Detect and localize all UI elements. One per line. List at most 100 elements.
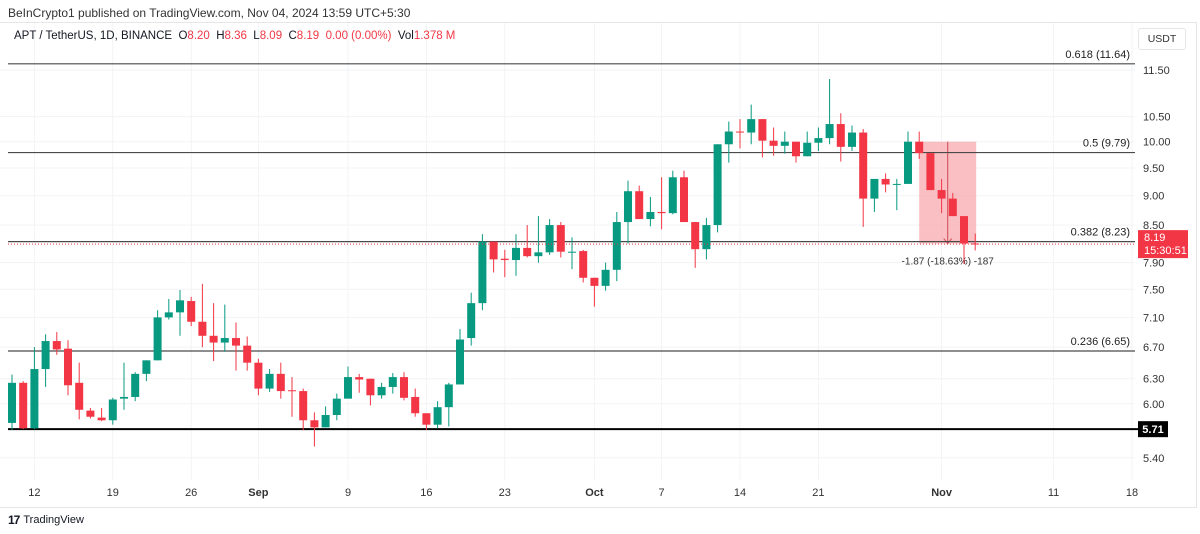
candle-body [904,141,912,184]
support-price-label: 5.71 [1142,424,1163,436]
candle [624,180,632,244]
candle-body [422,413,431,425]
candle [747,104,756,145]
candle [825,79,834,145]
candle-body [299,391,308,421]
candle [254,358,263,396]
candle-body [601,269,610,286]
candle-body [646,211,655,220]
x-tick-label: 19 [107,487,119,499]
candle [478,234,487,311]
candle-body [534,252,543,257]
candle-body [915,141,924,154]
candle [153,310,162,361]
bar-countdown: 15:30:51 [1144,245,1187,257]
candle [310,412,319,447]
candle [904,131,912,184]
y-tick-label: 9.00 [1143,191,1164,203]
candle-body [948,198,957,217]
candle [232,322,240,371]
candle-body [232,338,240,346]
candle-body [702,225,711,250]
candle-body [276,373,285,392]
fib-level-label: 0.618 (11.64) [1065,49,1130,61]
x-tick-label: 14 [734,487,746,499]
candle-body [52,341,61,350]
candle-body [97,417,106,421]
candle-body [243,345,252,363]
candle-body [187,301,196,322]
candle-body [321,414,330,428]
candle [388,373,397,394]
candle [657,177,666,230]
published-line: BeInCrypto1 published on TradingView.com… [8,6,411,20]
candle-body [960,216,968,244]
candle [265,369,274,392]
candle [131,372,140,402]
tradingview-logo[interactable]: 17 TradingView [8,513,84,527]
symbol-legend: APT / TetherUS, 1D, BINANCE O8.20 H8.36 … [14,30,455,42]
candle [814,127,823,152]
candle-body [792,141,800,157]
volume-value: 1.378 M [413,30,456,42]
volume-label: Vol [397,30,414,42]
candle [422,413,431,431]
x-tick-label: Sep [248,487,268,499]
candle-body [803,142,812,157]
candle-body [971,243,980,245]
candle-body [892,183,901,185]
candle-body [467,303,476,339]
candle-body [724,131,733,145]
candle [489,241,498,273]
open-label: O [178,30,188,42]
close-label: C [288,30,297,42]
x-tick-label: 16 [420,487,432,499]
candle-body [489,241,498,260]
candle [411,388,420,417]
x-tick-label: 11 [1048,487,1059,499]
candle-body [388,377,397,387]
candle-body [400,377,408,398]
currency-button[interactable]: USDT [1138,28,1186,50]
candle [467,292,476,346]
y-tick-label: 6.30 [1143,374,1164,386]
y-tick-label: 6.70 [1143,342,1164,354]
last-price-badge [1138,230,1188,259]
candle [635,185,644,220]
y-tick-label: 10.50 [1143,112,1171,124]
candle-body [836,124,845,147]
candle [601,262,610,291]
candle-body [366,378,375,396]
candle [971,233,980,251]
candle [243,336,252,371]
candle-body [41,341,50,370]
position-measure-label: -1.87 (-18.63%) -187 [902,257,995,268]
candle-body [444,384,453,408]
candle [209,303,218,362]
candle-body [736,131,744,133]
close-value: 8.19 [296,30,320,42]
candle-body [344,377,352,399]
y-tick-label: 8.50 [1143,220,1164,232]
candle [176,289,184,336]
candle-body [209,335,218,343]
candle [108,397,117,425]
low-value: 8.09 [259,30,283,42]
candle-body [456,339,464,385]
candle-body [288,390,296,392]
candle [444,382,453,427]
candle-body [668,177,677,214]
support-price-badge [1138,421,1168,438]
candle [680,170,688,223]
x-tick-label: Oct [585,487,604,499]
candle-body [545,225,554,253]
candle-body [108,399,117,421]
candle-body [310,420,319,428]
candle-body [220,338,229,343]
candle-body [254,362,263,389]
candle [321,406,330,428]
candle-body [814,138,823,143]
symbol-name[interactable]: APT / TetherUS, 1D, BINANCE [14,30,173,42]
candle [512,234,520,276]
